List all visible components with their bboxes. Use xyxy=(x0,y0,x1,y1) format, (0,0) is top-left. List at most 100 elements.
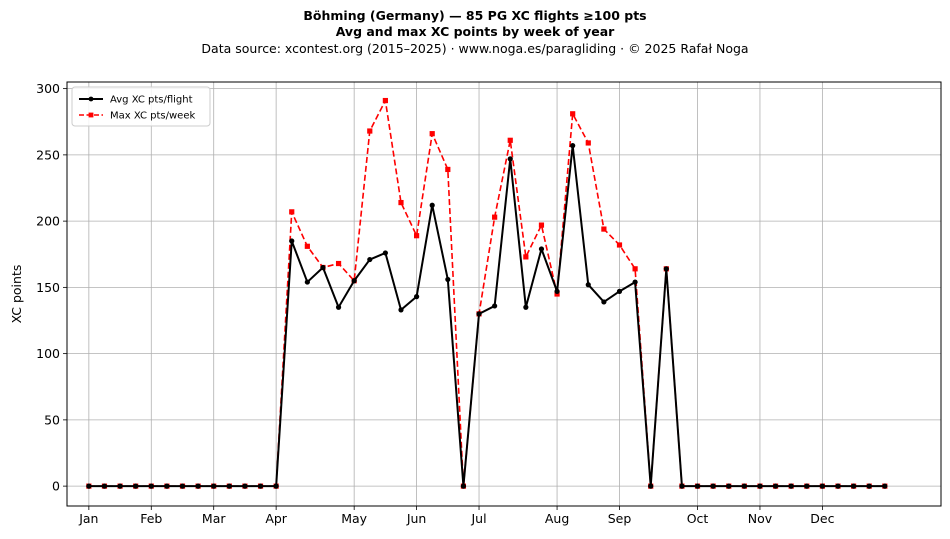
plot-frame xyxy=(66,81,942,507)
x-tick-label: Nov xyxy=(748,511,773,526)
data-point xyxy=(429,131,435,137)
data-point xyxy=(507,137,513,143)
data-point xyxy=(398,307,404,313)
data-point xyxy=(367,256,373,263)
data-point xyxy=(429,202,435,208)
data-point xyxy=(273,483,279,489)
data-point xyxy=(616,288,623,294)
chart-source: Data source: xcontest.org (2015–2025) · … xyxy=(201,41,749,56)
series-line xyxy=(88,99,885,487)
data-point xyxy=(414,233,420,239)
data-point xyxy=(367,128,373,134)
data-point xyxy=(304,279,310,285)
data-point xyxy=(148,483,154,489)
y-tick-label: 300 xyxy=(36,81,60,96)
data-point xyxy=(133,483,139,489)
x-tick-label: Jun xyxy=(406,511,427,526)
y-tick-label: 0 xyxy=(52,479,60,494)
y-tick-label: 200 xyxy=(36,214,60,229)
data-point xyxy=(460,483,467,489)
grid xyxy=(67,82,941,506)
data-point xyxy=(523,304,529,310)
legend-label: Avg XC pts/flight xyxy=(110,95,193,106)
data-point xyxy=(570,111,576,117)
data-point xyxy=(335,260,342,267)
data-point xyxy=(726,483,732,489)
data-point xyxy=(257,483,264,489)
data-point xyxy=(117,483,123,489)
y-axis-label: XC points xyxy=(9,265,24,324)
data-point xyxy=(866,483,872,489)
x-tick-label: Jul xyxy=(470,511,486,526)
legend-frame xyxy=(71,86,211,127)
y-tick-label: 50 xyxy=(44,412,60,427)
data-point xyxy=(538,222,545,228)
x-tick-label: Apr xyxy=(265,511,287,526)
chart-subtitle: Avg and max XC points by week of year xyxy=(335,24,615,39)
data-point xyxy=(679,483,685,489)
data-point xyxy=(585,282,591,288)
data-point xyxy=(195,483,201,489)
data-point xyxy=(851,483,857,489)
ticks: 0 50 100 150 200 250 300 Jan Feb Mar Apr May Jun Jul A… xyxy=(36,81,834,526)
data-point xyxy=(492,303,498,309)
data-point xyxy=(648,483,654,489)
data-point xyxy=(710,483,716,489)
data-point xyxy=(289,209,295,215)
data-point xyxy=(554,291,560,297)
x-tick-label: Sep xyxy=(608,511,632,526)
data-point xyxy=(320,264,326,271)
x-tick-label: Mar xyxy=(202,511,226,526)
data-point xyxy=(86,483,92,489)
data-point xyxy=(289,238,295,244)
data-point xyxy=(632,266,638,272)
data-point xyxy=(554,288,560,294)
data-point xyxy=(882,483,888,489)
x-tick-label: Feb xyxy=(140,511,162,526)
data-point xyxy=(601,226,607,232)
data-point xyxy=(445,166,451,173)
legend-label: Max XC pts/week xyxy=(110,111,195,122)
x-tick-label: Dec xyxy=(810,511,834,526)
data-point xyxy=(694,483,701,489)
data-point xyxy=(507,156,513,162)
y-tick-label: 250 xyxy=(36,147,60,162)
data-point xyxy=(382,250,388,256)
y-tick-label: 100 xyxy=(36,346,60,361)
data-point xyxy=(414,294,420,300)
data-point xyxy=(835,483,841,489)
data-point xyxy=(757,483,763,489)
data-point xyxy=(179,483,186,489)
data-point xyxy=(476,311,482,317)
series-layer xyxy=(86,97,888,489)
data-point xyxy=(772,483,779,489)
data-point xyxy=(616,242,623,248)
data-point xyxy=(663,266,669,272)
data-point xyxy=(304,243,310,249)
chart-title-block: Böhming (Germany) — 85 PG XC flights ≥10… xyxy=(0,8,950,57)
x-tick-label: Jan xyxy=(78,511,98,526)
series-line xyxy=(88,144,885,488)
data-point xyxy=(211,483,217,489)
data-point xyxy=(335,304,342,310)
data-point xyxy=(585,140,591,146)
data-point xyxy=(819,483,825,489)
data-point xyxy=(226,483,232,489)
data-point xyxy=(632,279,638,285)
y-tick-label: 150 xyxy=(36,280,60,295)
legend-marker xyxy=(88,96,94,102)
data-point xyxy=(492,214,498,220)
data-point xyxy=(601,299,607,305)
data-point xyxy=(164,483,170,489)
data-point xyxy=(101,483,108,489)
data-point xyxy=(741,483,747,489)
data-point xyxy=(570,143,576,149)
data-point xyxy=(242,483,248,489)
data-point xyxy=(351,278,357,284)
data-point xyxy=(382,97,388,104)
x-tick-label: Oct xyxy=(687,511,709,526)
data-point xyxy=(398,199,404,206)
x-tick-label: Aug xyxy=(545,511,569,526)
data-point xyxy=(538,246,545,252)
